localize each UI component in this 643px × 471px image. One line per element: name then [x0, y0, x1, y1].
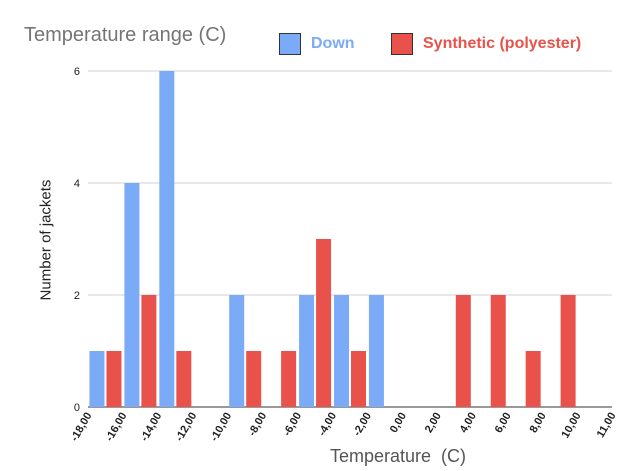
x-tick-label: -12,00 [173, 411, 199, 444]
bar-synthetic [560, 295, 576, 407]
y-tick-label: 6 [74, 66, 80, 78]
x-tick-label: -10,00 [208, 411, 234, 444]
bar-down [159, 71, 175, 407]
legend-label-down: Down [311, 35, 355, 52]
x-tick-label: -16,00 [104, 411, 130, 444]
bar-down [334, 295, 349, 407]
y-tick-label: 0 [74, 402, 80, 414]
x-tick-label: -6,00 [281, 411, 304, 439]
bar-down [368, 295, 384, 407]
legend-swatch-down [279, 33, 301, 55]
bar-synthetic [316, 239, 332, 407]
bar-down [89, 351, 105, 407]
bar-synthetic [141, 295, 157, 407]
legend-label-synthetic: Synthetic (polyester) [423, 35, 582, 52]
x-tick-label: -14,00 [138, 411, 164, 444]
chart-title: Temperature range (C) [24, 24, 227, 46]
x-tick-label: 2,00 [423, 411, 444, 436]
y-tick-label: 4 [74, 178, 80, 190]
legend-swatch-synthetic [391, 33, 413, 55]
x-tick-label: 10,00 [560, 411, 584, 441]
bar-synthetic [246, 351, 262, 407]
bar-down [229, 295, 245, 407]
x-tick-label: -2,00 [351, 411, 374, 439]
legend-item-down: Down [279, 33, 355, 55]
bar-synthetic [455, 295, 471, 407]
bar-synthetic [525, 351, 541, 407]
x-tick-label: 0,00 [388, 411, 409, 436]
bar-synthetic [176, 351, 192, 407]
bar-down [299, 295, 315, 407]
bar-synthetic [490, 295, 506, 407]
x-tick-label: -8,00 [246, 411, 269, 439]
bar-synthetic [281, 351, 297, 407]
legend-item-synthetic: Synthetic (polyester) [391, 33, 581, 55]
x-tick-label: -4,00 [316, 411, 339, 439]
bar-down [124, 183, 140, 407]
x-tick-label: -18,00 [69, 411, 95, 444]
x-tick-label: 11,00 [595, 411, 619, 440]
x-tick-label: 4,00 [458, 411, 479, 436]
bar-synthetic [351, 351, 366, 407]
y-tick-label: 2 [74, 290, 80, 302]
x-tick-label: 6,00 [493, 411, 514, 436]
x-axis-label: Temperature (C) [330, 446, 467, 466]
bar-synthetic [106, 351, 122, 407]
x-tick-label: 8,00 [528, 411, 549, 436]
